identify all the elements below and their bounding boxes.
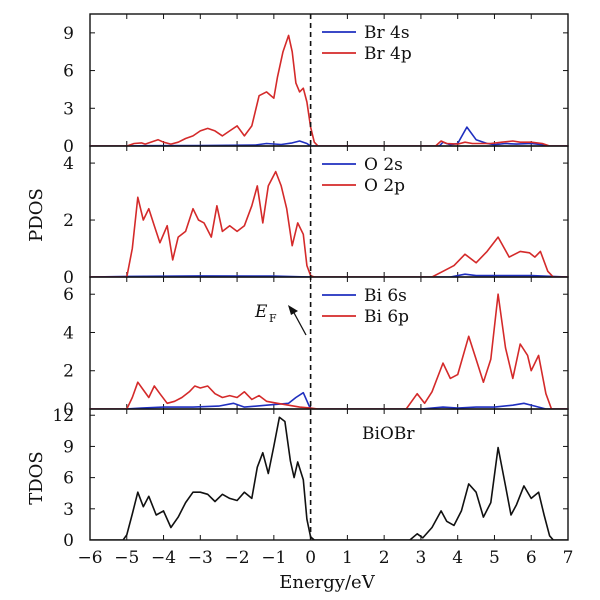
x-tick-label: 1 (342, 548, 353, 568)
x-tick-label: 2 (379, 548, 390, 568)
panel-o: 0 2 4 O 2sO 2p (63, 145, 569, 288)
panel-total: 0 3 6 9 12 BiOBr (52, 406, 569, 551)
legend-label-br-4s: Br 4s (364, 23, 410, 43)
fermi-arrow-head (288, 305, 298, 315)
y-tick-label-br: 6 (63, 62, 74, 82)
series-line-biobr (90, 416, 568, 540)
legend-label-o-2p: O 2p (364, 176, 405, 196)
y-tick-label-total: 12 (52, 406, 74, 426)
y-tick-label-br: 3 (63, 99, 74, 119)
y-tick-label-o: 4 (63, 154, 74, 174)
x-tick-label: 6 (526, 548, 537, 568)
legend-label-total: BiOBr (362, 424, 415, 444)
y-tick-label-o: 0 (63, 268, 74, 288)
y-tick-label-bi: 2 (63, 362, 74, 382)
y-tick-label-o: 2 (63, 211, 74, 231)
y-tick-label-total: 9 (63, 437, 74, 457)
x-tick-label: −3 (188, 548, 213, 568)
x-tick-label: 3 (416, 548, 427, 568)
series-line-bi-6p (90, 293, 568, 409)
x-tick-label: 7 (563, 548, 574, 568)
pdos-axis-label: PDOS (26, 188, 47, 242)
y-tick-label-total: 0 (63, 531, 74, 551)
tdos-axis-label: TDOS (26, 451, 47, 505)
y-tick-label-total: 3 (63, 500, 74, 520)
series-line-bi-6s (90, 391, 568, 409)
fermi-label: E (254, 302, 268, 322)
panel-frame-bi (89, 276, 569, 410)
legend-label-bi-6p: Bi 6p (364, 307, 409, 327)
legend-label-o-2s: O 2s (364, 155, 403, 175)
y-tick-label-br: 0 (63, 137, 74, 157)
y-tick-label-total: 6 (63, 469, 74, 489)
legend-label-bi-6s: Bi 6s (364, 286, 407, 306)
series-line-o-2p (90, 170, 568, 277)
x-tick-label: −5 (114, 548, 139, 568)
fermi-label-subscript: F (269, 312, 277, 325)
fermi-annotation: E F (254, 302, 307, 336)
y-tick-label-bi: 4 (63, 323, 74, 343)
panel-frame-total (89, 408, 569, 541)
fermi-arrow-shaft (292, 310, 307, 336)
series-line-o-2s (90, 273, 568, 277)
panel-frame-br (89, 13, 569, 147)
legend-label-br-4p: Br 4p (364, 44, 412, 64)
x-tick-label: −2 (225, 548, 250, 568)
x-tick-label: 0 (305, 548, 316, 568)
x-tick-label: −6 (77, 548, 102, 568)
x-axis: −6 −5 −4 −3 −2 −1 0 1 2 3 4 5 6 7 (77, 548, 573, 568)
x-axis-title: Energy/eV (279, 572, 375, 593)
y-tick-label-bi: 6 (63, 285, 74, 305)
series-line-br-4p (90, 34, 568, 146)
x-tick-label: 5 (489, 548, 500, 568)
y-tick-label-br: 9 (63, 24, 74, 44)
panel-frame-o (89, 145, 569, 278)
y-tick-label-bi: 0 (63, 400, 74, 420)
x-tick-label: −1 (261, 548, 286, 568)
x-tick-label: 4 (452, 548, 463, 568)
x-tick-label: −4 (151, 548, 176, 568)
